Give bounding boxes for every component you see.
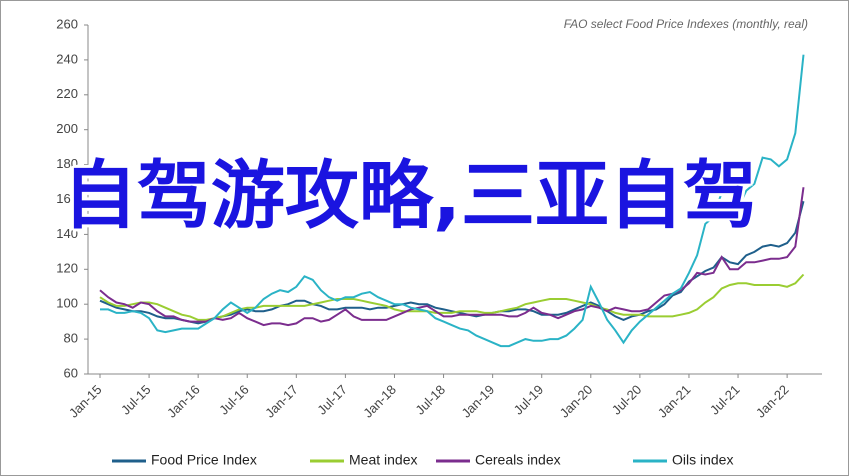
series-line — [99, 187, 805, 327]
y-tick-label: 160 — [56, 191, 78, 206]
x-tick-label: Jan-22 — [753, 382, 792, 421]
x-tick-label: Jul-21 — [707, 382, 743, 418]
x-tick-label: Jan-20 — [557, 382, 596, 421]
x-tick-label: Jan-15 — [66, 382, 105, 421]
legend-label: Food Price Index — [151, 452, 257, 468]
legend-label: Meat index — [349, 452, 417, 468]
x-tick-label: Jul-15 — [118, 382, 154, 418]
x-tick-label: Jan-16 — [164, 382, 203, 421]
y-tick-label: 80 — [64, 331, 78, 346]
y-tick-label: 180 — [56, 156, 78, 171]
y-tick-label: 120 — [56, 261, 78, 276]
y-tick-label: 140 — [56, 226, 78, 241]
y-tick-label: 100 — [56, 296, 78, 311]
legend-label: Cereals index — [475, 452, 561, 468]
y-tick-label: 60 — [64, 365, 78, 380]
y-tick-label: 220 — [56, 86, 78, 101]
y-tick-label: 260 — [56, 16, 78, 31]
x-tick-label: Jan-17 — [262, 382, 301, 421]
series-line — [99, 273, 805, 321]
x-tick-label: Jul-20 — [609, 382, 645, 418]
y-tick-label: 200 — [56, 121, 78, 136]
chart-title: FAO select Food Price Indexes (monthly, … — [564, 17, 808, 31]
overlay-text: 自驾游攻略,三亚自驾 — [62, 153, 758, 239]
x-tick-label: Jan-19 — [458, 382, 497, 421]
series-line — [100, 54, 805, 348]
y-tick-label: 240 — [56, 51, 78, 66]
x-tick-label: Jul-18 — [412, 382, 448, 418]
x-tick-label: Jul-17 — [314, 382, 350, 418]
x-tick-label: Jan-18 — [360, 382, 399, 421]
x-tick-label: Jan-21 — [655, 382, 694, 421]
x-tick-label: Jul-19 — [511, 382, 547, 418]
x-tick-label: Jul-16 — [216, 382, 252, 418]
legend-label: Oils index — [672, 452, 733, 468]
